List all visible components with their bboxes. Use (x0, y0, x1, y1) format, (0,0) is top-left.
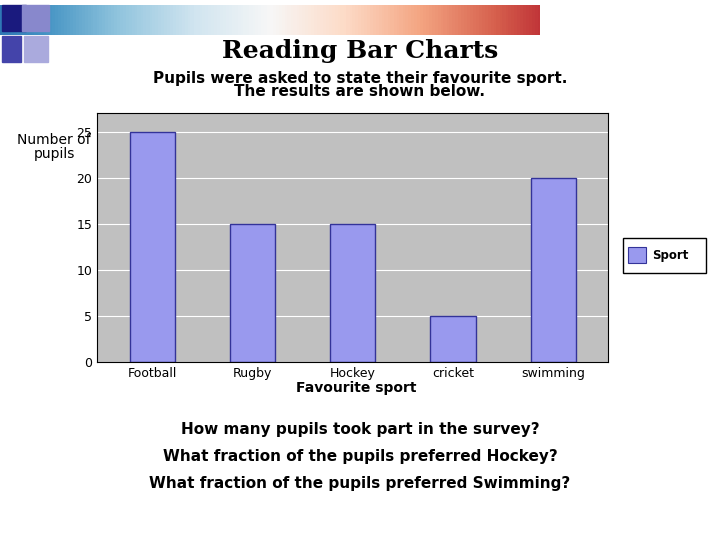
Text: Reading Bar Charts: Reading Bar Charts (222, 39, 498, 63)
Bar (230, 224, 275, 362)
Text: Number of: Number of (17, 133, 91, 147)
Bar (130, 132, 175, 362)
Bar (431, 316, 476, 362)
Bar (22, 4, 49, 31)
Text: What fraction of the pupils preferred Swimming?: What fraction of the pupils preferred Sw… (149, 476, 571, 491)
Text: The results are shown below.: The results are shown below. (235, 84, 485, 99)
Bar (1, 36, 21, 62)
Bar (330, 224, 375, 362)
Bar (24, 36, 48, 62)
Bar (628, 247, 646, 263)
Text: What fraction of the pupils preferred Hockey?: What fraction of the pupils preferred Ho… (163, 449, 557, 464)
Text: pupils: pupils (33, 147, 75, 161)
Text: Pupils were asked to state their favourite sport.: Pupils were asked to state their favouri… (153, 71, 567, 86)
Text: Sport: Sport (652, 248, 688, 262)
Bar (1, 4, 26, 31)
Bar (531, 178, 576, 362)
Text: Favourite sport: Favourite sport (296, 381, 417, 395)
Text: How many pupils took part in the survey?: How many pupils took part in the survey? (181, 422, 539, 437)
